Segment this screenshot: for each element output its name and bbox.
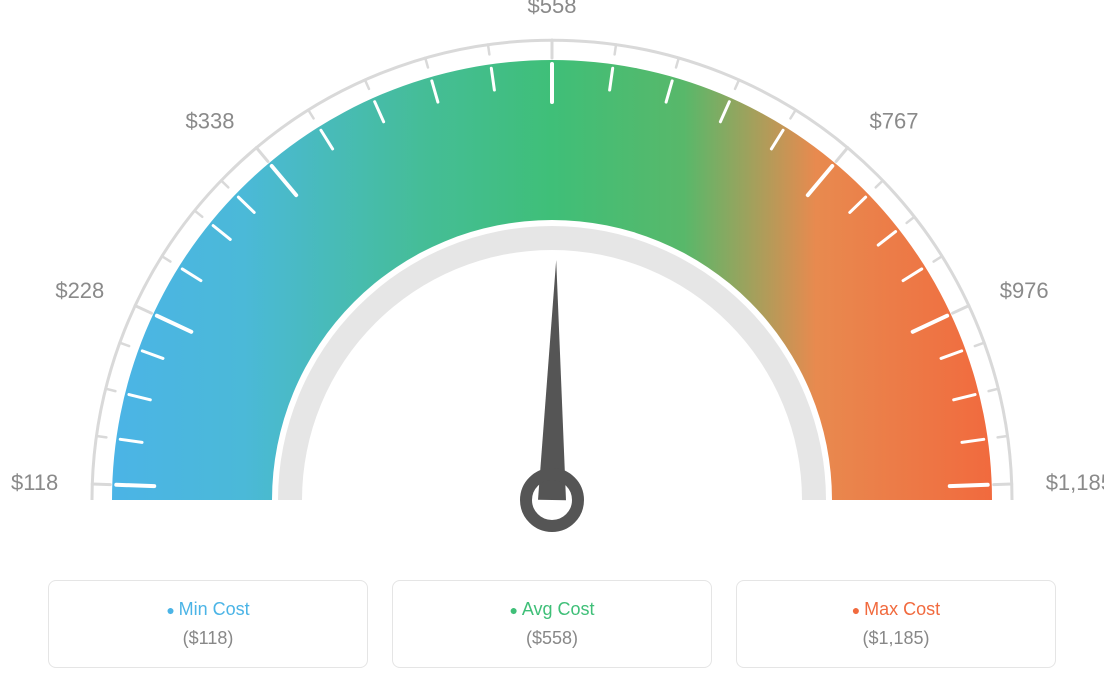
gauge-chart: $118 $228 $338 $558 $767 $976 $1,185 xyxy=(0,0,1104,560)
legend-max-value: ($1,185) xyxy=(761,628,1031,649)
legend-min-label: Min Cost xyxy=(73,599,343,620)
legend-max-label: Max Cost xyxy=(761,599,1031,620)
svg-text:$1,185: $1,185 xyxy=(1046,470,1104,495)
legend-avg-label: Avg Cost xyxy=(417,599,687,620)
legend-min-card: Min Cost ($118) xyxy=(48,580,368,668)
legend: Min Cost ($118) Avg Cost ($558) Max Cost… xyxy=(0,580,1104,668)
svg-text:$976: $976 xyxy=(1000,278,1049,303)
legend-max-card: Max Cost ($1,185) xyxy=(736,580,1056,668)
svg-text:$338: $338 xyxy=(186,109,235,134)
svg-text:$228: $228 xyxy=(55,278,104,303)
legend-min-value: ($118) xyxy=(73,628,343,649)
svg-text:$118: $118 xyxy=(11,470,58,495)
svg-text:$767: $767 xyxy=(870,109,919,134)
legend-avg-card: Avg Cost ($558) xyxy=(392,580,712,668)
gauge-svg: $118 $228 $338 $558 $767 $976 $1,185 xyxy=(0,0,1104,560)
svg-text:$558: $558 xyxy=(528,0,577,18)
legend-avg-value: ($558) xyxy=(417,628,687,649)
